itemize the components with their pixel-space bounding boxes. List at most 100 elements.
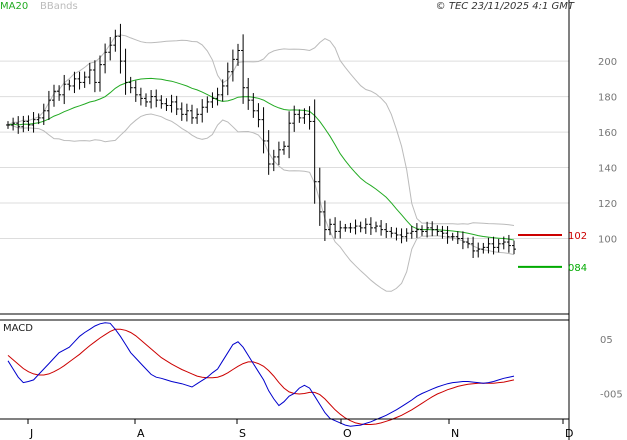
- price-bar: [282, 141, 286, 155]
- grid-lines: [0, 60, 569, 239]
- price-bar: [184, 103, 189, 122]
- price-bar: [133, 80, 138, 102]
- ma20-path: [7, 77, 515, 241]
- price-bar: [103, 43, 108, 74]
- price-bar: [486, 237, 491, 254]
- price-bar: [287, 111, 292, 159]
- price-bar: [445, 226, 450, 244]
- price-bar: [31, 112, 36, 133]
- price-bar: [46, 90, 51, 121]
- bollinger-bands: [7, 34, 515, 292]
- price-bar: [251, 93, 256, 118]
- price-bar: [333, 217, 338, 239]
- price-bar: [164, 98, 169, 111]
- month-label: A: [137, 427, 145, 440]
- price-bar: [271, 149, 276, 172]
- price-bar: [82, 71, 87, 88]
- price-bar: [98, 55, 102, 92]
- price-bar: [414, 223, 419, 238]
- bband-upper: [7, 34, 515, 226]
- price-bar: [220, 79, 225, 102]
- price-bar: [460, 231, 465, 250]
- price-bar: [307, 106, 312, 130]
- price-bar: [455, 231, 460, 244]
- bband-lower: [7, 113, 515, 292]
- macd-line: [7, 322, 515, 427]
- price-bar: [501, 236, 506, 250]
- price-bar: [128, 76, 133, 94]
- price-bar: [317, 167, 322, 226]
- price-bar: [108, 36, 113, 61]
- price-bar: [440, 225, 445, 239]
- price-bar: [11, 117, 16, 131]
- ytick-label-180: 180: [598, 93, 617, 104]
- price-bar: [425, 221, 430, 238]
- price-bar: [230, 49, 235, 82]
- price-bar: [36, 113, 41, 125]
- price-bar: [338, 220, 343, 239]
- price-bar: [394, 227, 399, 241]
- price-bar: [92, 60, 97, 93]
- price-bar: [363, 218, 368, 234]
- ytick-label-120: 120: [598, 199, 617, 210]
- price-bar: [420, 225, 424, 236]
- month-label: J: [29, 427, 33, 440]
- price-bar: [348, 222, 353, 233]
- price-bar: [404, 228, 409, 242]
- price-bar: [297, 109, 302, 123]
- price-bar: [241, 34, 246, 104]
- price-bar: [144, 93, 148, 107]
- price-bar: [481, 242, 486, 254]
- price-bar: [343, 223, 348, 232]
- month-label: D: [565, 427, 573, 440]
- ytick-label-200: 200: [598, 57, 617, 68]
- price-bar: [435, 225, 440, 236]
- price-bar: [292, 105, 297, 132]
- macd-tick-label: -005: [600, 390, 623, 401]
- price-bar: [26, 115, 31, 132]
- price-bar: [384, 223, 389, 238]
- ytick-label-160: 160: [598, 128, 617, 139]
- macd-tick-label: 05: [600, 335, 613, 346]
- price-bar: [302, 108, 307, 124]
- price-bar: [159, 95, 164, 109]
- chart-frame: [0, 0, 570, 440]
- price-bar: [154, 89, 159, 108]
- price-bar: [52, 84, 56, 107]
- price-bar: [174, 95, 179, 116]
- month-label: S: [239, 427, 246, 440]
- price-bar: [77, 71, 82, 90]
- price-bar: [190, 104, 194, 124]
- price-bar: [6, 121, 10, 129]
- price-bar: [149, 90, 154, 109]
- price-bar: [256, 103, 261, 128]
- price-bar: [409, 225, 414, 239]
- price-bar: [450, 232, 455, 241]
- price-bar: [118, 23, 123, 74]
- price-bar: [476, 242, 481, 258]
- macd-lines: [7, 322, 515, 427]
- price-bar: [496, 238, 501, 253]
- price-bar: [41, 103, 46, 125]
- price-bar: [353, 219, 358, 235]
- price-bar: [471, 236, 476, 259]
- price-bar: [21, 115, 26, 133]
- resistance-label: 102: [568, 231, 587, 242]
- price-bar: [215, 87, 220, 106]
- price-bar: [205, 96, 210, 113]
- price-bar: [512, 240, 516, 255]
- price-levels: [518, 233, 562, 268]
- price-bar: [87, 62, 92, 85]
- month-label: O: [343, 427, 352, 440]
- price-bar: [210, 92, 215, 108]
- price-bar: [57, 85, 62, 101]
- price-bar: [506, 234, 511, 253]
- macd-signal-line: [7, 328, 515, 425]
- price-bar: [312, 99, 317, 204]
- legend-ma20: MA20: [0, 1, 28, 12]
- price-bar: [138, 87, 143, 106]
- price-bar: [276, 141, 281, 166]
- month-label: N: [451, 427, 459, 440]
